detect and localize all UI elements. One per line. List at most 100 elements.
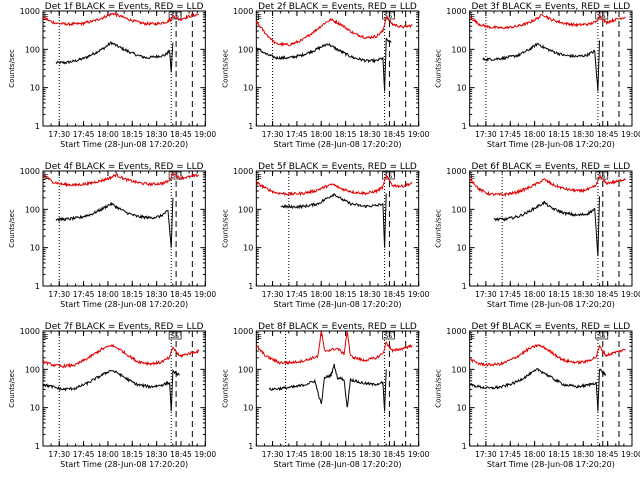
detector-panel-3: Det 3f BLACK = Events, RED = LLD 1 10 100 10… xyxy=(435,2,640,149)
series-line-lld xyxy=(42,12,199,27)
x-tick-label: 18:45 xyxy=(597,290,619,299)
x-tick-label: 18:45 xyxy=(597,450,619,459)
x-tick-label: 17:30 xyxy=(475,290,497,299)
x-tick-label: 17:45 xyxy=(73,130,95,139)
x-axis-label: Start Time (28-Jun-08 17:20:20) xyxy=(487,300,615,309)
x-tick-label: 19:00 xyxy=(408,450,430,459)
x-tick-label: 18:30 xyxy=(572,290,594,299)
series-line-events xyxy=(469,367,607,412)
panel-title: Det 3f BLACK = Events, RED = LLD xyxy=(471,2,630,12)
series-line-lld xyxy=(255,331,413,365)
x-tick-label: 18:30 xyxy=(146,450,168,459)
saa-marker-label: SS xyxy=(385,13,393,20)
series-line-events xyxy=(493,196,600,257)
detector-panel-6: Det 6f BLACK = Events, RED = LLD 1 10 100 10… xyxy=(435,162,640,309)
x-tick-label: 18:45 xyxy=(383,290,405,299)
y-tick-label: 100 xyxy=(238,45,253,54)
detector-panel-5: Det 5f BLACK = Events, RED = LLD 1 10 100 10… xyxy=(221,162,429,309)
corner-marker: E xyxy=(471,13,475,21)
x-tick-label: 18:00 xyxy=(310,290,332,299)
saa-marker-box xyxy=(168,331,182,340)
y-tick-label: 100 xyxy=(25,365,40,374)
x-tick-label: 17:30 xyxy=(48,290,70,299)
series-line-events xyxy=(280,192,387,248)
saa-marker-box xyxy=(168,171,182,180)
x-tick-label: 19:00 xyxy=(621,130,640,139)
x-tick-label: 17:30 xyxy=(48,130,70,139)
x-axis-label: Start Time (28-Jun-08 17:20:20) xyxy=(487,140,615,149)
x-tick-label: 17:30 xyxy=(262,130,284,139)
x-tick-label: 18:15 xyxy=(548,450,570,459)
x-tick-label: 19:00 xyxy=(621,450,640,459)
detector-panel-7: Det 7f BLACK = Events, RED = LLD 1 10 100 10… xyxy=(8,322,216,469)
x-tick-label: 17:30 xyxy=(262,450,284,459)
y-tick-label: 1 xyxy=(462,122,467,131)
x-tick-label: 18:00 xyxy=(524,130,546,139)
x-tick-label: 18:45 xyxy=(597,130,619,139)
y-tick-label: 1 xyxy=(35,122,40,131)
x-tick-label: 18:00 xyxy=(97,290,119,299)
y-tick-label: 1 xyxy=(35,282,40,291)
series-line-events xyxy=(482,40,600,92)
y-tick-label: 1 xyxy=(248,282,253,291)
series-line-events xyxy=(55,197,174,248)
x-tick-label: 19:00 xyxy=(408,290,430,299)
x-tick-label: 18:30 xyxy=(359,130,381,139)
y-tick-label: 10 xyxy=(243,84,253,93)
x-axis-label: Start Time (28-Jun-08 17:20:20) xyxy=(60,300,188,309)
corner-marker: E xyxy=(44,333,48,341)
x-axis-label: Start Time (28-Jun-08 17:20:20) xyxy=(487,460,615,469)
series-line-events xyxy=(42,368,180,412)
y-tick-label: 1000 xyxy=(20,167,40,176)
y-tick-label: 1 xyxy=(248,442,253,451)
x-tick-label: 18:45 xyxy=(383,450,405,459)
x-tick-label: 18:15 xyxy=(335,130,357,139)
x-tick-label: 18:15 xyxy=(548,290,570,299)
saa-marker-box xyxy=(595,171,609,180)
y-tick-label: 1000 xyxy=(233,167,253,176)
x-tick-label: 18:30 xyxy=(146,130,168,139)
y-tick-label: 1 xyxy=(248,122,253,131)
series-line-lld xyxy=(43,172,199,188)
x-tick-label: 18:45 xyxy=(383,130,405,139)
plot-frame xyxy=(255,170,420,287)
x-tick-label: 18:15 xyxy=(121,290,143,299)
y-axis-label: Counts/sec xyxy=(221,369,229,408)
y-tick-label: 100 xyxy=(25,45,40,54)
y-tick-label: 10 xyxy=(456,84,466,93)
x-tick-label: 19:00 xyxy=(408,130,430,139)
y-tick-label: 100 xyxy=(451,205,466,214)
x-tick-label: 17:45 xyxy=(499,450,521,459)
x-axis-label: Start Time (28-Jun-08 17:20:20) xyxy=(273,140,401,149)
x-axis-label: Start Time (28-Jun-08 17:20:20) xyxy=(60,140,188,149)
panel-title: Det 8f BLACK = Events, RED = LLD xyxy=(258,322,417,332)
y-tick-label: 1000 xyxy=(446,7,466,16)
corner-marker: E xyxy=(257,333,261,341)
detector-panel-4: Det 4f BLACK = Events, RED = LLD 1 10 100 10… xyxy=(8,162,216,309)
y-tick-label: 1 xyxy=(462,442,467,451)
y-axis-label: Counts/sec xyxy=(8,369,16,408)
plot-frame xyxy=(469,10,633,127)
x-tick-label: 18:00 xyxy=(524,450,546,459)
y-axis-label: Counts/sec xyxy=(221,49,229,88)
corner-marker: E xyxy=(471,173,475,181)
x-tick-label: 18:00 xyxy=(524,290,546,299)
y-tick-label: 1 xyxy=(35,442,40,451)
x-tick-label: 18:45 xyxy=(170,290,192,299)
detector-panel-2: Det 2f BLACK = Events, RED = LLD 1 10 100 10… xyxy=(221,2,429,149)
y-tick-label: 1000 xyxy=(233,7,253,16)
saa-marker-box xyxy=(168,11,182,20)
y-tick-label: 100 xyxy=(25,205,40,214)
y-tick-label: 10 xyxy=(243,244,253,253)
series-line-lld xyxy=(42,343,200,369)
saa-marker-label: SS xyxy=(171,13,179,20)
x-tick-label: 17:45 xyxy=(499,130,521,139)
y-tick-label: 1000 xyxy=(446,327,466,336)
x-tick-label: 19:00 xyxy=(195,130,217,139)
y-tick-label: 100 xyxy=(238,365,253,374)
x-tick-label: 19:00 xyxy=(621,290,640,299)
x-tick-label: 17:45 xyxy=(499,290,521,299)
corner-marker: E xyxy=(257,173,261,181)
y-tick-label: 10 xyxy=(30,404,40,413)
